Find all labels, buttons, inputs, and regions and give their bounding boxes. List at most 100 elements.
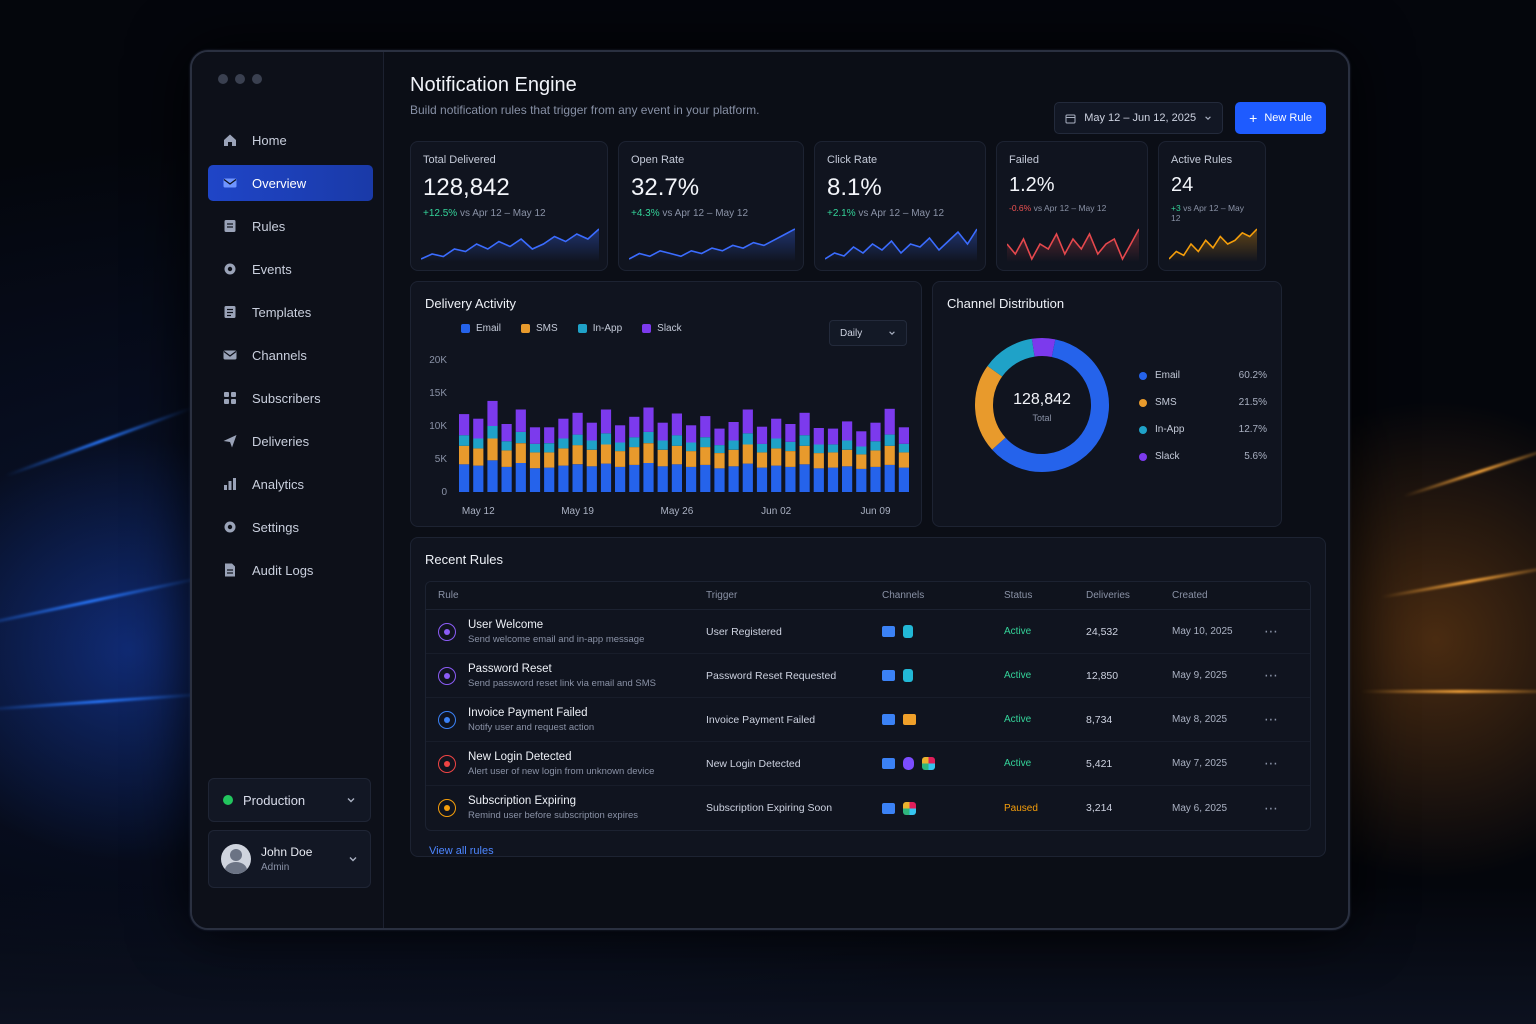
bar-segment-in-app[interactable] bbox=[558, 438, 569, 449]
donut-slice-email[interactable] bbox=[992, 339, 1109, 472]
kpi-card-total-delivered[interactable]: Total Delivered 128,842 +12.5% vs Apr 12 –… bbox=[410, 141, 608, 271]
bar-segment-sms[interactable] bbox=[728, 449, 739, 467]
sidebar-item-home[interactable]: Home bbox=[208, 122, 373, 158]
rule-name[interactable]: Invoice Payment Failed bbox=[468, 706, 588, 719]
legend-item-in-app[interactable]: In-App bbox=[577, 323, 622, 334]
column-header-deliveries[interactable]: Deliveries bbox=[1086, 590, 1130, 601]
bar-segment-slack[interactable] bbox=[487, 400, 498, 426]
bar-segment-email[interactable] bbox=[728, 466, 739, 492]
bar-segment-in-app[interactable] bbox=[615, 442, 626, 452]
bar-segment-in-app[interactable] bbox=[856, 446, 867, 455]
more-options-icon[interactable]: ⋯ bbox=[1264, 667, 1279, 683]
distribution-item-sms[interactable]: SMS 21.5% bbox=[1139, 389, 1267, 416]
bar-segment-in-app[interactable] bbox=[686, 442, 697, 452]
bar-segment-sms[interactable] bbox=[898, 452, 909, 468]
bar-segment-sms[interactable] bbox=[671, 445, 682, 465]
bar-segment-in-app[interactable] bbox=[671, 435, 682, 446]
bar-segment-slack[interactable] bbox=[657, 422, 668, 441]
bar-segment-sms[interactable] bbox=[827, 452, 839, 468]
table-row[interactable]: Subscription Expiring Remind user before … bbox=[426, 786, 1310, 830]
bar-segment-in-app[interactable] bbox=[785, 441, 796, 451]
bar-segment-email[interactable] bbox=[671, 464, 682, 492]
bar-segment-email[interactable] bbox=[785, 466, 796, 492]
window-dot[interactable] bbox=[235, 74, 245, 84]
bar-segment-in-app[interactable] bbox=[643, 431, 654, 444]
window-dot[interactable] bbox=[252, 74, 262, 84]
sidebar-item-overview[interactable]: Overview bbox=[208, 165, 373, 201]
bar-segment-slack[interactable] bbox=[686, 425, 697, 443]
bar-segment-in-app[interactable] bbox=[756, 443, 768, 453]
bar-segment-email[interactable] bbox=[827, 467, 839, 492]
bar-segment-in-app[interactable] bbox=[572, 434, 583, 446]
rule-name[interactable]: Password Reset bbox=[468, 662, 552, 675]
bar-segment-email[interactable] bbox=[487, 460, 498, 492]
bar-segment-in-app[interactable] bbox=[473, 438, 484, 449]
bar-segment-email[interactable] bbox=[515, 463, 526, 492]
bar-segment-in-app[interactable] bbox=[884, 434, 895, 446]
bar-segment-in-app[interactable] bbox=[827, 444, 839, 453]
bar-segment-slack[interactable] bbox=[600, 409, 612, 434]
bar-segment-slack[interactable] bbox=[842, 421, 853, 441]
bar-segment-slack[interactable] bbox=[459, 414, 470, 436]
bar-segment-sms[interactable] bbox=[785, 451, 796, 467]
bar-segment-slack[interactable] bbox=[714, 428, 725, 446]
bar-segment-sms[interactable] bbox=[544, 452, 555, 468]
window-dot[interactable] bbox=[218, 74, 228, 84]
bar-segment-slack[interactable] bbox=[728, 422, 739, 441]
bar-segment-in-app[interactable] bbox=[799, 435, 810, 446]
environment-selector[interactable]: Production bbox=[208, 778, 371, 822]
bar-segment-in-app[interactable] bbox=[600, 433, 612, 445]
bar-segment-in-app[interactable] bbox=[629, 437, 640, 448]
bar-segment-in-app[interactable] bbox=[742, 433, 753, 445]
bar-segment-in-app[interactable] bbox=[529, 443, 541, 453]
bar-segment-slack[interactable] bbox=[501, 424, 512, 442]
bar-segment-sms[interactable] bbox=[515, 443, 526, 463]
bar-segment-slack[interactable] bbox=[771, 418, 782, 439]
bar-segment-email[interactable] bbox=[756, 467, 768, 492]
bar-segment-email[interactable] bbox=[898, 467, 909, 492]
bar-segment-sms[interactable] bbox=[643, 443, 654, 463]
bar-segment-email[interactable] bbox=[600, 463, 612, 492]
bar-segment-email[interactable] bbox=[813, 468, 824, 492]
legend-item-email[interactable]: Email bbox=[461, 323, 501, 334]
bar-segment-sms[interactable] bbox=[799, 445, 810, 465]
sidebar-item-channels[interactable]: Channels bbox=[208, 337, 373, 373]
sidebar-item-deliveries[interactable]: Deliveries bbox=[208, 423, 373, 459]
bar-segment-sms[interactable] bbox=[572, 445, 583, 465]
bar-segment-slack[interactable] bbox=[884, 408, 895, 435]
distribution-item-email[interactable]: Email 60.2% bbox=[1139, 362, 1267, 389]
bar-segment-slack[interactable] bbox=[898, 427, 909, 444]
bar-segment-email[interactable] bbox=[771, 465, 782, 492]
donut-slice-slack[interactable] bbox=[1031, 338, 1056, 358]
bar-segment-in-app[interactable] bbox=[586, 440, 597, 450]
table-row[interactable]: Password Reset Send password reset link v… bbox=[426, 654, 1310, 698]
table-row[interactable]: New Login Detected Alert user of new logi… bbox=[426, 742, 1310, 786]
sidebar-item-settings[interactable]: Settings bbox=[208, 509, 373, 545]
bar-segment-sms[interactable] bbox=[657, 449, 668, 467]
bar-segment-sms[interactable] bbox=[756, 452, 768, 468]
bar-segment-sms[interactable] bbox=[558, 448, 569, 466]
kpi-card-failed[interactable]: Failed 1.2% -0.6% vs Apr 12 – May 12 bbox=[996, 141, 1148, 271]
bar-segment-sms[interactable] bbox=[870, 450, 881, 467]
bar-segment-slack[interactable] bbox=[870, 422, 881, 442]
bar-segment-email[interactable] bbox=[544, 467, 555, 492]
bar-segment-sms[interactable] bbox=[686, 451, 697, 467]
rule-name[interactable]: Subscription Expiring bbox=[468, 795, 577, 807]
donut-slice-sms[interactable] bbox=[975, 366, 1006, 450]
bar-segment-slack[interactable] bbox=[785, 424, 796, 442]
bar-segment-in-app[interactable] bbox=[501, 441, 512, 451]
column-header-rule[interactable]: Rule bbox=[438, 590, 459, 601]
bar-segment-slack[interactable] bbox=[756, 426, 768, 444]
bar-segment-in-app[interactable] bbox=[657, 440, 668, 450]
distribution-item-slack[interactable]: Slack 5.6% bbox=[1139, 443, 1267, 470]
bar-segment-sms[interactable] bbox=[714, 453, 725, 469]
bar-segment-in-app[interactable] bbox=[842, 440, 853, 450]
bar-segment-sms[interactable] bbox=[771, 448, 782, 466]
sidebar-item-analytics[interactable]: Analytics bbox=[208, 466, 373, 502]
bar-segment-in-app[interactable] bbox=[870, 441, 881, 451]
bar-segment-email[interactable] bbox=[501, 466, 512, 492]
bar-segment-slack[interactable] bbox=[700, 416, 711, 438]
column-header-status[interactable]: Status bbox=[1004, 590, 1033, 601]
bar-segment-in-app[interactable] bbox=[544, 443, 555, 453]
interval-select[interactable]: Daily bbox=[829, 320, 907, 346]
